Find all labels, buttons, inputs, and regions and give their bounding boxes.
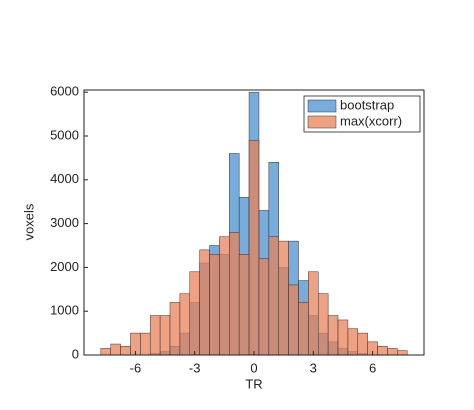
legend-swatch [307,99,337,113]
x-tick-label: -6 [130,360,142,375]
histogram-bar [317,293,329,356]
histogram-bar [199,249,210,356]
histogram-bar [110,343,121,356]
histogram-bar [248,140,260,356]
x-tick-label: 6 [369,360,376,375]
y-tick-label: 5000 [50,127,79,142]
histogram-bar [120,345,131,356]
y-axis-label: voxels [21,203,36,240]
histogram-bar [189,271,200,356]
histogram-bar [209,254,220,356]
histogram-bar [268,236,279,356]
legend-swatch [307,115,337,129]
histogram-bar [258,258,270,356]
histogram-bar [347,328,359,356]
histogram-bar [238,254,250,356]
y-tick-label: 1000 [50,303,79,318]
y-tick-label: 6000 [50,84,79,99]
legend-label: bootstrap [340,97,394,112]
x-axis-label: TR [245,376,262,391]
histogram-bar [159,315,171,356]
histogram-bar [397,350,408,356]
histogram-bar [327,315,339,356]
histogram-bar [387,348,398,356]
histogram-bar [100,348,111,356]
histogram-bar [140,332,151,356]
y-tick-label: 3000 [50,215,79,230]
histogram-bar [337,319,349,356]
histogram-bar [219,236,230,356]
histogram-bar [278,240,289,356]
legend-label: max(xcorr) [340,113,402,128]
y-tick-label: 2000 [50,259,79,274]
histogram-bar [298,302,309,356]
histogram-bar [377,345,388,356]
y-tick-label: 4000 [50,171,79,186]
x-tick-label: 0 [250,360,257,375]
histogram-bar [149,315,161,356]
histogram-bar [169,302,181,356]
histogram-bar [308,271,319,356]
histogram-bar [357,332,368,356]
y-tick-label: 0 [72,346,79,361]
x-tick-label: 3 [310,360,317,375]
x-tick-label: -3 [189,360,201,375]
histogram-bar [229,232,240,356]
histogram-bar [179,293,191,356]
histogram-bar [288,284,299,356]
